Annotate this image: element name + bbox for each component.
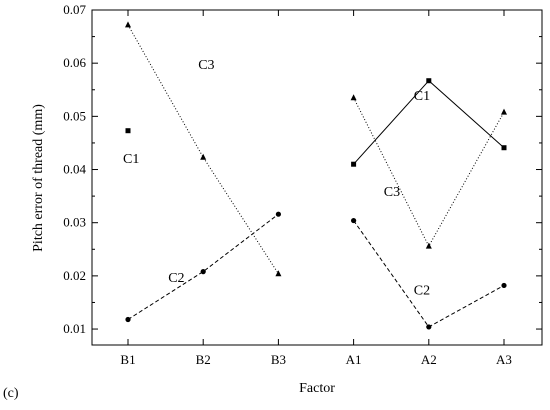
y-tick-label-2: 0.03 xyxy=(63,215,86,230)
label-c2-5: C2 xyxy=(414,284,430,299)
series-c2-line-1 xyxy=(353,220,505,328)
x-axis-title: Factor xyxy=(299,381,335,396)
x-axis: B1 B2 B3 A1 A2 A3 xyxy=(120,10,512,367)
series-c1-point-A1 xyxy=(351,161,357,167)
series-c3-point-A1 xyxy=(350,94,357,101)
series-c2-point-A1 xyxy=(351,217,357,224)
series-c2-point-B3 xyxy=(275,211,281,217)
series-c1-point-B1 xyxy=(125,128,131,134)
series-c3-point-B1 xyxy=(125,21,131,28)
series-labels: C1 C3 C2 C1 C3 C2 xyxy=(123,58,430,298)
series-c2-point-B2 xyxy=(200,269,206,275)
y-tick-label-3: 0.04 xyxy=(63,162,86,177)
y-tick-label-1: 0.02 xyxy=(63,268,86,283)
y-tick-label-0: 0.01 xyxy=(63,321,86,336)
series-c3-point-A2 xyxy=(425,242,432,249)
x-tick-label-A3: A3 xyxy=(496,352,512,367)
series-c2-point-A2 xyxy=(426,324,432,330)
x-tick-label-B3: B3 xyxy=(271,352,286,367)
label-c3-4: C3 xyxy=(384,185,400,200)
series-c3-point-B3 xyxy=(275,270,282,277)
label-c3-1: C3 xyxy=(198,58,214,73)
x-tick-label-B1: B1 xyxy=(120,352,135,367)
series-c2-point-B1 xyxy=(125,316,131,323)
y-tick-label-4: 0.05 xyxy=(63,108,86,123)
series-c1-point-A3 xyxy=(501,145,507,151)
series-c1-point-A2 xyxy=(426,78,432,84)
label-c1-3: C1 xyxy=(414,89,430,104)
label-c1-0: C1 xyxy=(123,152,139,167)
series-c3-line-1 xyxy=(353,97,505,248)
x-tick-label-B2: B2 xyxy=(196,352,211,367)
series-markers xyxy=(125,21,507,330)
series-c2-point-A3 xyxy=(501,282,507,289)
y-tick-label-6: 0.07 xyxy=(63,2,86,17)
y-axis: 0.01 0.02 0.03 0.04 0.05 0.06 0.07 xyxy=(63,2,542,336)
series-c3-point-A3 xyxy=(501,108,507,115)
x-tick-label-A2: A2 xyxy=(421,352,437,367)
y-axis-title: Pitch error of thread (mm) xyxy=(31,104,46,252)
series-c2-line-0 xyxy=(127,213,279,320)
label-c2-2: C2 xyxy=(168,271,184,286)
panel-label: (c) xyxy=(3,386,19,401)
x-tick-label-A1: A1 xyxy=(346,352,362,367)
y-tick-label-5: 0.06 xyxy=(63,55,86,70)
series-c3-point-B2 xyxy=(200,153,207,160)
plot-area-frame xyxy=(91,9,543,346)
